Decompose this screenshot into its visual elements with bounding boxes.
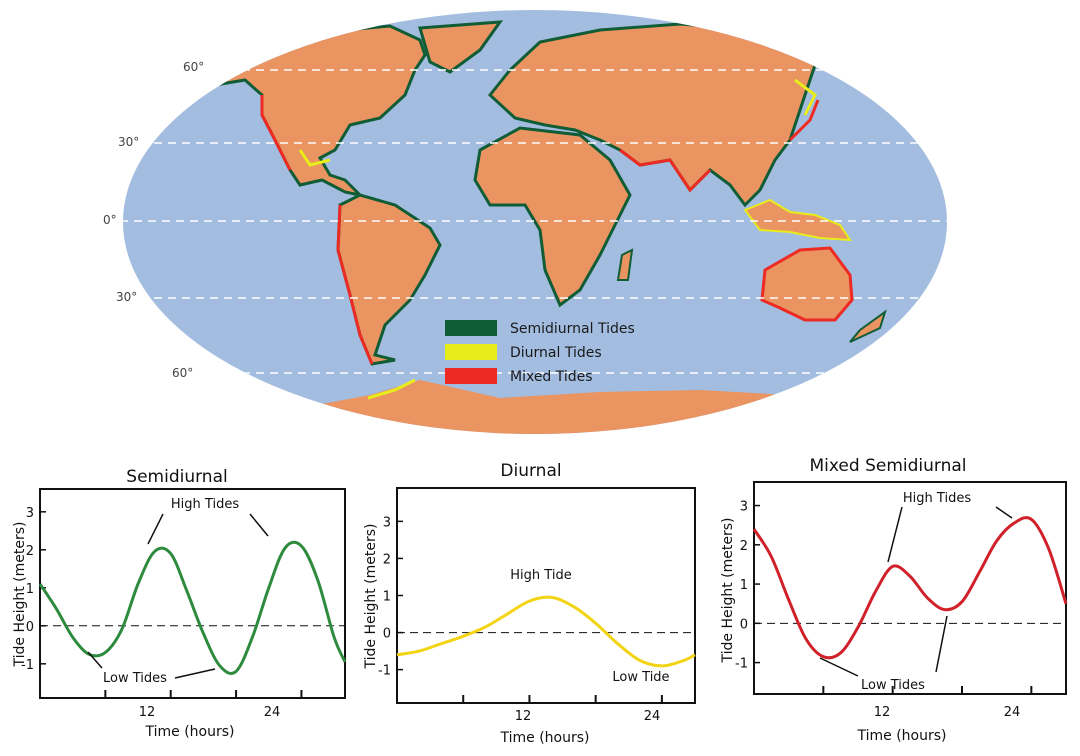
- legend-label-diurnal: Diurnal Tides: [510, 345, 602, 361]
- plot-frame: [753, 481, 1067, 695]
- y-tick-label: 0: [740, 617, 748, 632]
- chart-title: Semidiurnal: [126, 467, 227, 487]
- mixed-semidiurnal-tide-chart: Mixed Semidiurnal 3 2 1 0 -1 12 24 Time (hou…: [720, 456, 1068, 744]
- high-tide-pointer-1: [147, 513, 164, 545]
- x-tick-label-12: 12: [874, 705, 891, 720]
- axis-ticks: [397, 520, 663, 703]
- latitude-label-equator: 0°: [103, 213, 117, 227]
- chart-title: Mixed Semidiurnal: [809, 456, 966, 476]
- x-tick-label-12: 12: [139, 705, 156, 720]
- legend-swatch-semidiurnal: [445, 320, 497, 336]
- y-tick-label: 3: [383, 515, 391, 530]
- axis-ticks: [754, 504, 1033, 694]
- x-axis-label: Time (hours): [145, 724, 235, 740]
- y-axis-label: Tide Height (meters): [363, 523, 379, 669]
- x-axis-label: Time (hours): [857, 728, 947, 744]
- latitude-lines: [123, 69, 947, 374]
- low-tide-pointer-2: [174, 668, 216, 679]
- y-tick-label: 1: [26, 582, 34, 597]
- mixed-tide-coast-americas: [260, 95, 374, 365]
- legend-label-semidiurnal: Semidiurnal Tides: [510, 321, 635, 337]
- x-axis-label: Time (hours): [500, 730, 590, 746]
- y-tick-label: 3: [26, 506, 34, 521]
- y-tick-label: -1: [21, 658, 34, 673]
- australia-landmass: [760, 246, 854, 322]
- low-tide-pointer-1: [819, 657, 859, 677]
- plot-frame: [39, 488, 346, 699]
- y-tick-label: 1: [383, 590, 391, 605]
- annotation-low-tide: Low Tide: [612, 670, 669, 685]
- world-tide-map: 60° 30° 0° 30° 60° Semidiurnal Tides Diu…: [103, 10, 947, 434]
- low-tide-pointer-1: [87, 651, 103, 669]
- high-tide-pointer-1: [887, 506, 903, 563]
- mixed-tide-curve: [752, 516, 1068, 660]
- x-tick-label-12: 12: [515, 709, 532, 724]
- plot-frame: [396, 487, 696, 704]
- x-tick-label-24: 24: [1004, 705, 1021, 720]
- high-tide-pointer-2: [249, 513, 269, 537]
- x-tick-label-24: 24: [644, 709, 661, 724]
- annotation-low-tides: Low Tides: [103, 671, 167, 686]
- diurnal-tide-chart: Diurnal 3 2 1 0 -1 12 24 Time (hours) Tide H…: [363, 461, 696, 746]
- x-tick-label-24: 24: [264, 705, 281, 720]
- mixed-tide-coast-asia: [619, 99, 820, 193]
- annotation-high-tide: High Tide: [510, 568, 571, 583]
- y-tick-label: -1: [735, 657, 748, 672]
- y-tick-labels: 3 2 1 0 -1: [21, 506, 34, 673]
- y-tick-label: 0: [26, 620, 34, 635]
- semidiurnal-tide-chart: Semidiurnal 3 2 1 0 -1 12 24 Time (hours) Ti…: [12, 467, 347, 740]
- latitude-label-30n: 30°: [118, 135, 139, 149]
- legend-swatch-mixed: [445, 368, 497, 384]
- map-legend: Semidiurnal Tides Diurnal Tides Mixed Ti…: [445, 320, 635, 385]
- y-tick-labels: 3 2 1 0 -1: [735, 500, 748, 672]
- diurnal-tide-curve: [396, 595, 696, 668]
- legend-label-mixed: Mixed Tides: [510, 369, 593, 385]
- southeast-asia-islands: [743, 198, 852, 242]
- high-tide-pointer-2: [995, 506, 1013, 519]
- annotation-low-tides: Low Tides: [861, 678, 925, 693]
- latitude-label-30s: 30°: [116, 290, 137, 304]
- y-axis-label: Tide Height (meters): [12, 521, 28, 667]
- low-tide-pointer-2: [935, 615, 948, 673]
- greenland-landmass: [418, 20, 504, 74]
- y-tick-labels: 3 2 1 0 -1: [378, 515, 391, 678]
- y-axis-label: Tide Height (meters): [720, 517, 736, 663]
- antarctic-peninsula-coast: [367, 378, 416, 400]
- y-tick-label: 3: [740, 500, 748, 515]
- chart-title: Diurnal: [500, 461, 561, 481]
- y-tick-label: 2: [383, 552, 391, 567]
- y-tick-label: -1: [378, 664, 391, 679]
- y-tick-label: 2: [26, 544, 34, 559]
- new-zealand-landmass: [849, 309, 887, 343]
- annotation-high-tides: High Tides: [171, 497, 239, 512]
- y-tick-label: 2: [740, 539, 748, 554]
- y-tick-label: 1: [740, 578, 748, 593]
- latitude-label-60s: 60°: [172, 366, 193, 380]
- latitude-label-60n: 60°: [183, 60, 204, 74]
- y-tick-label: 0: [383, 627, 391, 642]
- legend-swatch-diurnal: [445, 344, 497, 360]
- madagascar-landmass: [616, 248, 634, 281]
- annotation-high-tides: High Tides: [903, 491, 971, 506]
